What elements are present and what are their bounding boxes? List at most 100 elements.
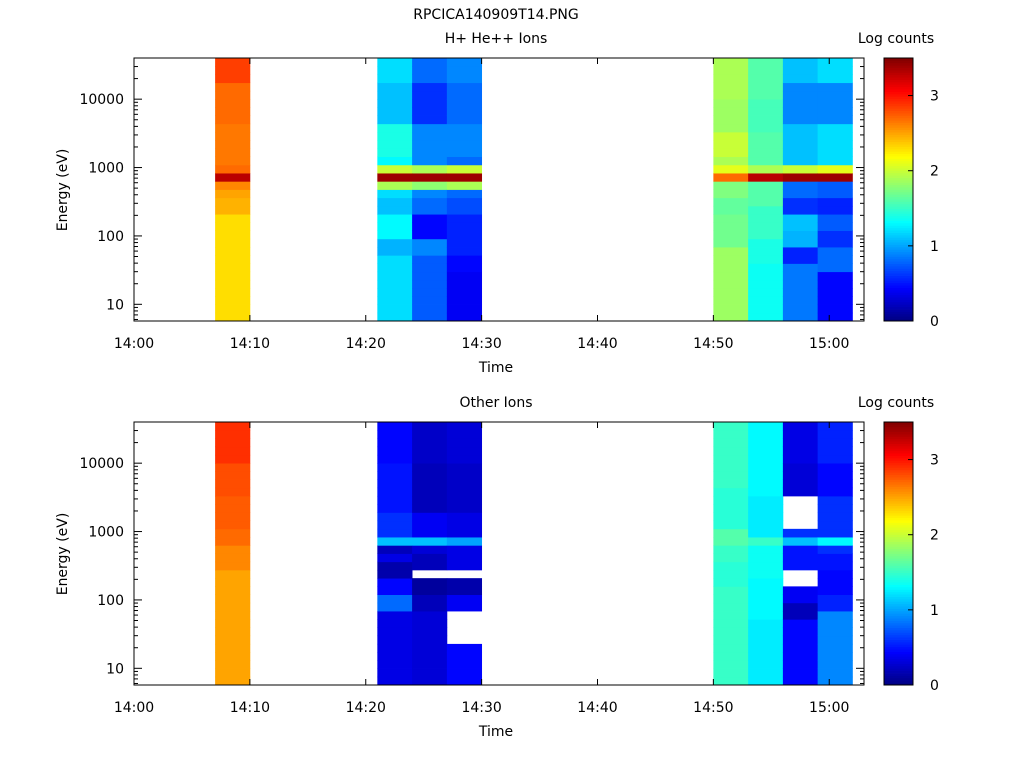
heatmap-cell xyxy=(817,635,853,645)
colorbar-tick-label: 0 xyxy=(930,678,939,694)
colorbar-segment xyxy=(884,84,913,88)
heatmap-cell xyxy=(817,528,853,538)
heatmap-cell xyxy=(377,643,413,653)
heatmap-cell xyxy=(446,123,483,133)
colorbar-segment xyxy=(884,148,913,152)
heatmap-cell xyxy=(748,528,784,538)
heatmap-cell xyxy=(713,586,749,595)
heatmap-cell xyxy=(412,422,448,431)
panel-bottom-colorbar-frame xyxy=(883,421,914,686)
heatmap-cell xyxy=(412,263,448,273)
heatmap-cell xyxy=(748,263,784,273)
heatmap-cell xyxy=(748,422,784,431)
heatmap-cell xyxy=(377,255,413,264)
heatmap-cell xyxy=(782,660,819,669)
heatmap-cell xyxy=(748,602,784,612)
heatmap-cell xyxy=(748,471,784,480)
heatmap-cell xyxy=(782,222,819,231)
panel-top-colorbar-ticks: 0 1 2 3 xyxy=(908,89,939,330)
heatmap-cell xyxy=(446,454,483,464)
heatmap-cell xyxy=(412,131,448,141)
colorbar-segment xyxy=(884,103,913,107)
heatmap-cell xyxy=(215,222,251,231)
heatmap-cell xyxy=(446,586,483,595)
colorbar-segment xyxy=(884,275,913,279)
heatmap-cell xyxy=(713,446,749,456)
heatmap-cell xyxy=(215,627,251,637)
heatmap-cell xyxy=(215,230,251,240)
heatmap-cell xyxy=(748,197,784,207)
heatmap-cell xyxy=(377,181,413,190)
heatmap-cell xyxy=(817,74,853,84)
heatmap-cell xyxy=(412,553,448,563)
heatmap-cell xyxy=(412,471,448,480)
heatmap-cell xyxy=(782,487,819,497)
colorbar-segment xyxy=(884,141,913,145)
colorbar-segment xyxy=(884,646,913,650)
heatmap-cell xyxy=(215,82,251,92)
heatmap-cell xyxy=(446,471,483,480)
heatmap-cell xyxy=(377,90,413,100)
colorbar-segment xyxy=(884,505,913,509)
heatmap-cell xyxy=(713,296,749,305)
heatmap-cell xyxy=(782,479,819,489)
heatmap-cell xyxy=(713,422,749,431)
colorbar-segment xyxy=(884,608,913,612)
heatmap-cell xyxy=(713,569,749,579)
x-tick-label: 14:30 xyxy=(461,700,501,716)
heatmap-cell xyxy=(412,271,448,281)
heatmap-cell xyxy=(215,238,251,248)
heatmap-cell xyxy=(215,528,251,538)
heatmap-cell xyxy=(817,578,853,587)
heatmap-cell xyxy=(817,312,853,322)
heatmap-cell xyxy=(412,652,448,661)
heatmap-cell xyxy=(446,438,483,448)
colorbar-tick-label: 1 xyxy=(930,239,939,255)
heatmap-cell xyxy=(446,479,483,489)
heatmap-cell xyxy=(446,131,483,141)
colorbar-segment xyxy=(884,234,913,238)
heatmap-cell xyxy=(713,288,749,297)
heatmap-cell xyxy=(412,304,448,314)
colorbar-segment xyxy=(884,89,913,92)
colorbar-segment xyxy=(884,232,913,236)
heatmap-cell xyxy=(782,271,819,281)
heatmap-cell xyxy=(782,668,819,678)
colorbar-segment xyxy=(884,67,913,71)
heatmap-cell xyxy=(377,156,413,166)
heatmap-cell xyxy=(446,205,483,215)
colorbar-segment xyxy=(884,426,913,430)
heatmap-cell xyxy=(782,255,819,264)
heatmap-cell xyxy=(817,247,853,256)
colorbar-segment xyxy=(884,563,913,566)
colorbar-segment xyxy=(884,529,913,533)
heatmap-cell xyxy=(377,164,413,174)
colorbar-segment xyxy=(884,266,913,269)
heatmap-cell xyxy=(215,90,251,100)
colorbar-segment xyxy=(884,586,913,590)
colorbar-tick-label: 1 xyxy=(930,603,939,619)
heatmap-cell xyxy=(713,438,749,448)
heatmap-cell xyxy=(748,173,784,182)
colorbar-segment xyxy=(884,151,913,155)
heatmap-cell xyxy=(412,528,448,538)
colorbar-segment xyxy=(884,268,913,272)
colorbar-segment xyxy=(884,582,913,585)
heatmap-cell xyxy=(446,74,483,84)
heatmap-cell xyxy=(412,504,448,513)
heatmap-cell xyxy=(713,197,749,207)
heatmap-cell xyxy=(713,148,749,158)
heatmap-cell xyxy=(713,82,749,92)
colorbar-segment xyxy=(884,194,913,198)
heatmap-cell xyxy=(377,635,413,645)
heatmap-cell xyxy=(817,495,853,505)
colorbar-segment xyxy=(884,663,913,667)
colorbar-segment xyxy=(884,508,913,511)
heatmap-cell xyxy=(446,99,483,108)
colorbar-segment xyxy=(884,488,913,492)
colorbar-segment xyxy=(884,153,913,157)
heatmap-cell xyxy=(377,528,413,538)
heatmap-cell xyxy=(377,58,413,67)
heatmap-cell xyxy=(215,189,251,199)
heatmap-cell xyxy=(377,676,413,686)
